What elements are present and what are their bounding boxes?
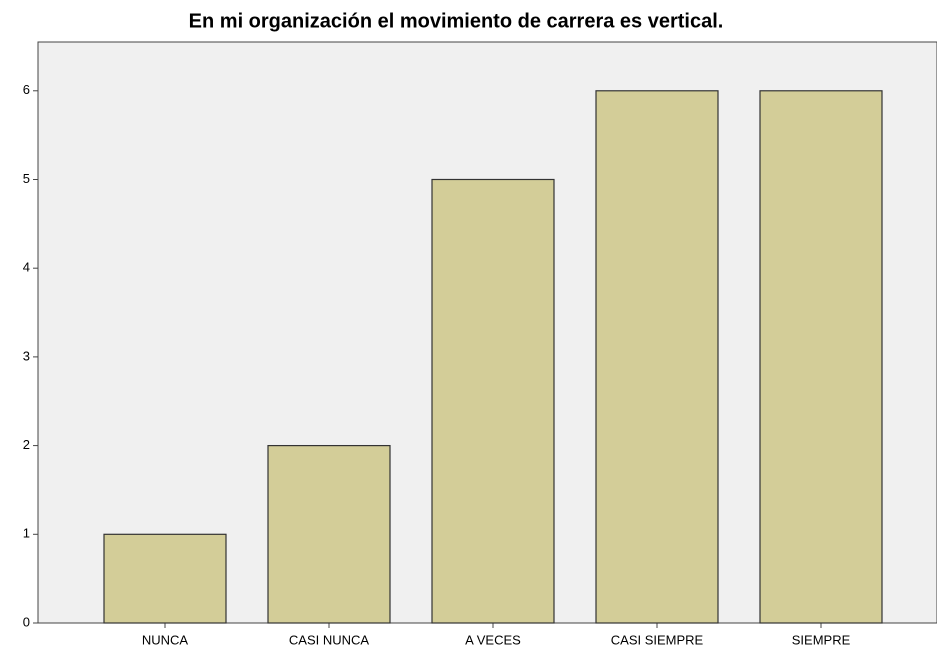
x-tick-label: A VECES [465,632,521,647]
x-tick-label: CASI SIEMPRE [611,632,704,647]
y-tick-label: 2 [23,437,30,452]
bar [595,90,719,624]
x-tick-label: NUNCA [142,632,189,647]
y-tick-label: 6 [23,82,30,97]
bar [267,444,391,624]
y-tick-label: 3 [23,348,30,363]
bar [431,178,555,624]
y-tick-label: 1 [23,526,30,541]
y-tick-label: 5 [23,171,30,186]
y-tick-label: 4 [23,260,30,275]
chart-title: En mi organización el movimiento de carr… [189,10,724,32]
x-tick-label: SIEMPRE [792,632,851,647]
bar [759,90,883,624]
y-tick-label: 0 [23,614,30,629]
bar [103,533,227,624]
x-tick-label: CASI NUNCA [289,632,370,647]
